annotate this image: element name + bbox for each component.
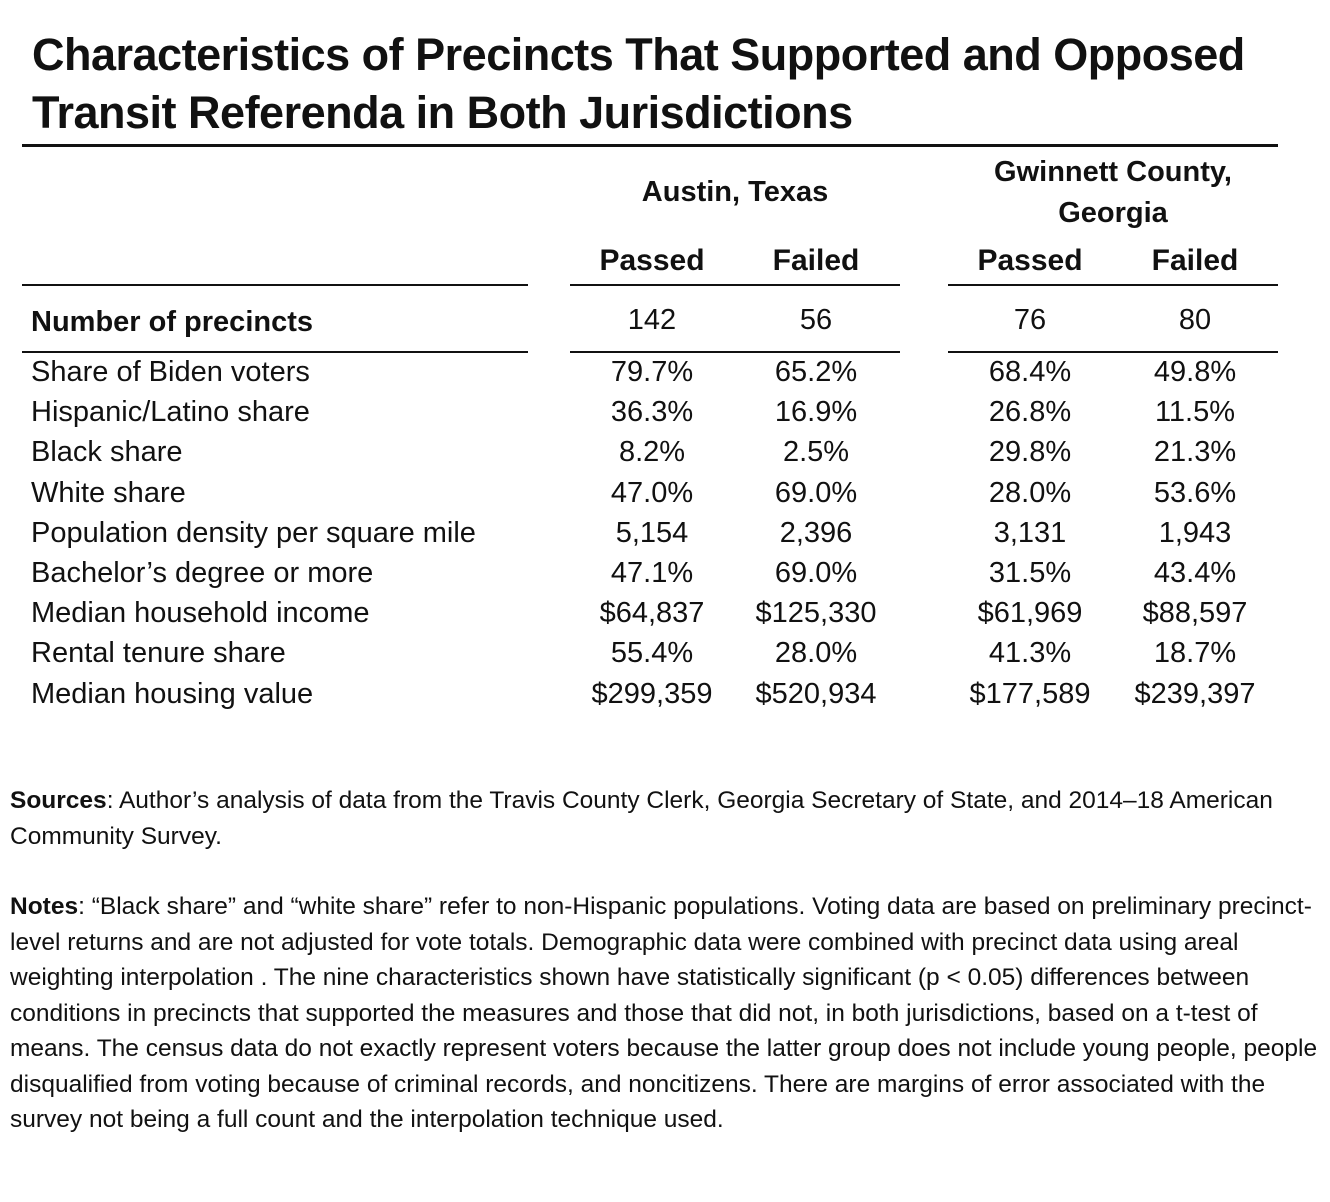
column-header: Failed <box>772 244 860 277</box>
cell: 65.2% <box>774 356 858 388</box>
row-label: Median household income <box>31 597 370 630</box>
rule <box>22 284 528 286</box>
cell: 1,943 <box>1158 516 1232 549</box>
cell: 47.1% <box>610 557 694 589</box>
cell: 8.2% <box>618 436 686 469</box>
rule <box>570 351 900 353</box>
rule <box>570 284 900 286</box>
cell: 18.7% <box>1153 637 1237 670</box>
cell: $61,969 <box>977 597 1083 630</box>
cell: 69.0% <box>774 476 858 509</box>
cell: 68.4% <box>988 356 1072 388</box>
row-label: Median housing value <box>31 677 314 710</box>
sources-label: Sources <box>10 787 107 814</box>
cell: 11.5% <box>1154 396 1236 429</box>
column-header: Failed <box>1151 244 1239 277</box>
cell: 2.5% <box>782 436 850 469</box>
notes-text: : “Black share” and “white share” refer … <box>10 893 1318 1133</box>
cell: 43.4% <box>1153 557 1237 589</box>
cell: 47.0% <box>610 476 694 509</box>
cell: 3,131 <box>993 516 1067 549</box>
cell: $64,837 <box>599 597 705 630</box>
row-label: Number of precincts <box>31 306 313 338</box>
cell: $239,397 <box>1134 677 1256 710</box>
cell: 28.0% <box>774 637 858 670</box>
cell: 31.5% <box>988 557 1072 589</box>
cell: 76 <box>1013 304 1047 336</box>
top-rule <box>22 144 1278 147</box>
cell: 26.8% <box>988 396 1072 429</box>
rule <box>948 284 1278 286</box>
rule <box>22 351 528 353</box>
cell: 16.9% <box>774 396 858 429</box>
cell: 142 <box>627 304 677 336</box>
group-header: Gwinnett County, Georgia <box>994 156 1232 229</box>
title: Characteristics of Precincts That Suppor… <box>32 29 1245 138</box>
row-label: Hispanic/Latino share <box>31 396 310 429</box>
row-label: White share <box>31 476 186 509</box>
row-label: Bachelor’s degree or more <box>31 557 374 589</box>
cell: 41.3% <box>988 637 1072 670</box>
cell: 69.0% <box>774 557 858 589</box>
column-header: Passed <box>977 244 1083 277</box>
cell: 36.3% <box>610 396 694 429</box>
row-label: Population density per square mile <box>31 516 476 549</box>
sources: Sources: Author’s analysis of data from … <box>10 783 1320 854</box>
cell: 53.6% <box>1153 476 1237 509</box>
cell: $125,330 <box>755 597 877 630</box>
row-label: Black share <box>31 436 183 469</box>
column-header: Passed <box>599 244 705 277</box>
cell: $88,597 <box>1142 597 1248 630</box>
notes-label: Notes <box>10 893 79 920</box>
sources-text: : Author’s analysis of data from the Tra… <box>10 787 1273 850</box>
cell: $520,934 <box>755 677 877 710</box>
cell: 28.0% <box>988 476 1072 509</box>
cell: 2,396 <box>779 516 853 549</box>
cell: 80 <box>1178 304 1212 336</box>
cell: 29.8% <box>988 436 1072 469</box>
notes: Notes: “Black share” and “white share” r… <box>10 889 1320 1138</box>
rule <box>948 351 1278 353</box>
cell: 55.4% <box>610 637 694 670</box>
group-header: Austin, Texas <box>641 176 829 208</box>
row-label: Rental tenure share <box>31 637 286 670</box>
row-label: Share of Biden voters <box>31 356 310 388</box>
cell: $299,359 <box>591 677 713 710</box>
cell: 5,154 <box>615 516 689 549</box>
cell: 21.3% <box>1153 436 1237 469</box>
cell: 56 <box>799 304 833 336</box>
cell: 79.7% <box>610 356 694 388</box>
cell: 49.8% <box>1153 356 1237 388</box>
cell: $177,589 <box>969 677 1091 710</box>
